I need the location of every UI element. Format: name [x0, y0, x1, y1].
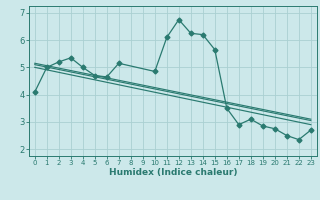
X-axis label: Humidex (Indice chaleur): Humidex (Indice chaleur) [108, 168, 237, 177]
